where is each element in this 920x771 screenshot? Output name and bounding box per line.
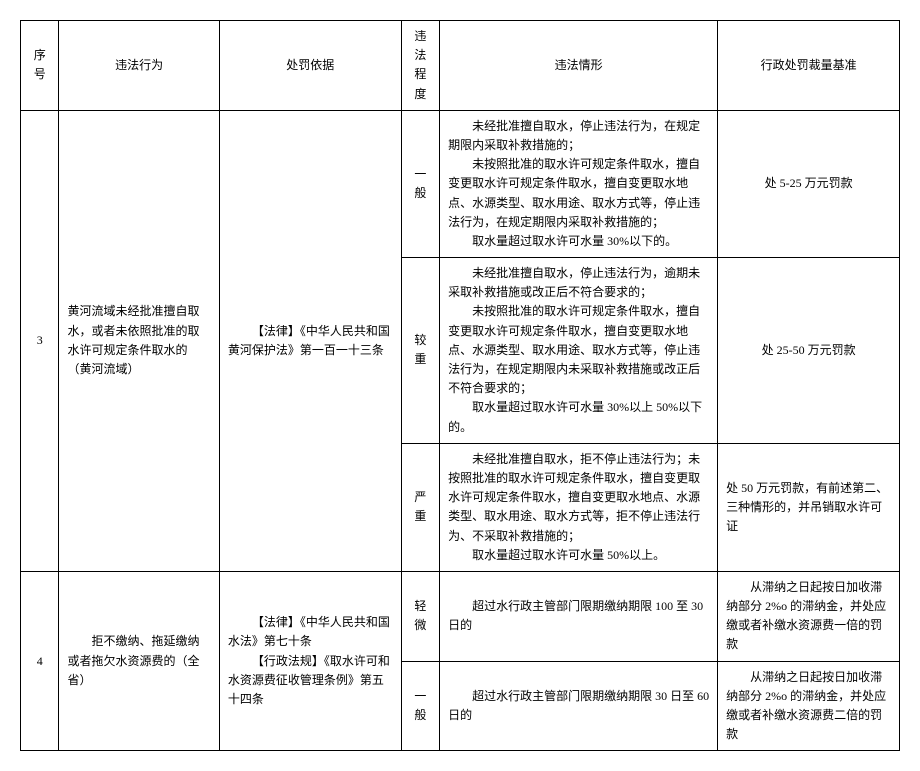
situation-line: 超过水行政主管部门限期缴纳期限 100 至 30 日的 [448, 597, 709, 635]
cell-seq: 4 [21, 571, 59, 751]
cell-penalty: 从滞纳之日起按日加收滞纳部分 2%o 的滞纳金，并处应缴或者补缴水资源费二倍的罚… [718, 661, 900, 751]
cell-situation: 未经批准擅自取水，停止违法行为，逾期未采取补救措施或改正后不符合要求的； 未按照… [440, 258, 718, 444]
table-row: 3 黄河流域未经批准擅自取水，或者未依照批准的取水许可规定条件取水的（黄河流域）… [21, 110, 900, 257]
cell-act: 黄河流域未经批准擅自取水，或者未依照批准的取水许可规定条件取水的（黄河流域） [59, 110, 219, 571]
cell-basis: 【法律】《中华人民共和国黄河保护法》第一百一十三条 [219, 110, 401, 571]
situation-line: 取水量超过取水许可水量 50%以上。 [448, 546, 709, 565]
cell-situation: 超过水行政主管部门限期缴纳期限 100 至 30 日的 [440, 571, 718, 661]
basis-text: 【法律】《中华人民共和国黄河保护法》第一百一十三条 [228, 322, 393, 360]
cell-penalty: 处 50 万元罚款，有前述第二、三种情形的，并吊销取水许可证 [718, 443, 900, 571]
situation-line: 超过水行政主管部门限期缴纳期限 30 日至 60 日的 [448, 687, 709, 725]
act-text: 拒不缴纳、拖延缴纳或者拖欠水资源费的（全省） [67, 632, 210, 690]
situation-line: 未按照批准的取水许可规定条件取水，擅自变更取水许可规定条件取水，擅自变更取水地点… [448, 302, 709, 398]
header-basis: 处罚依据 [219, 21, 401, 111]
cell-penalty: 从滞纳之日起按日加收滞纳部分 2%o 的滞纳金，并处应缴或者补缴水资源费一倍的罚… [718, 571, 900, 661]
header-penalty: 行政处罚裁量基准 [718, 21, 900, 111]
cell-degree: 较重 [401, 258, 439, 444]
cell-situation: 未经批准擅自取水，停止违法行为，在规定期限内采取补救措施的； 未按照批准的取水许… [440, 110, 718, 257]
header-situation: 违法情形 [440, 21, 718, 111]
cell-degree: 一般 [401, 661, 439, 751]
cell-situation: 未经批准擅自取水，拒不停止违法行为；未按照批准的取水许可规定条件取水，擅自变更取… [440, 443, 718, 571]
penalty-table: 序号 违法行为 处罚依据 违法程度 违法情形 行政处罚裁量基准 3 黄河流域未经… [20, 20, 900, 751]
cell-situation: 超过水行政主管部门限期缴纳期限 30 日至 60 日的 [440, 661, 718, 751]
header-seq: 序号 [21, 21, 59, 111]
situation-line: 取水量超过取水许可水量 30%以上 50%以下的。 [448, 398, 709, 436]
cell-basis: 【法律】《中华人民共和国水法》第七十条 【行政法规】《取水许可和水资源费征收管理… [219, 571, 401, 751]
cell-degree: 轻微 [401, 571, 439, 661]
header-degree: 违法程度 [401, 21, 439, 111]
cell-penalty: 处 5-25 万元罚款 [718, 110, 900, 257]
table-row: 4 拒不缴纳、拖延缴纳或者拖欠水资源费的（全省） 【法律】《中华人民共和国水法》… [21, 571, 900, 661]
situation-line: 未经批准擅自取水，停止违法行为，在规定期限内采取补救措施的； [448, 117, 709, 155]
situation-line: 未按照批准的取水许可规定条件取水，擅自变更取水许可规定条件取水，擅自变更取水地点… [448, 155, 709, 232]
basis-line: 【行政法规】《取水许可和水资源费征收管理条例》第五十四条 [228, 652, 393, 710]
situation-line: 未经批准擅自取水，拒不停止违法行为；未按照批准的取水许可规定条件取水，擅自变更取… [448, 450, 709, 546]
situation-line: 未经批准擅自取水，停止违法行为，逾期未采取补救措施或改正后不符合要求的； [448, 264, 709, 302]
table-header-row: 序号 违法行为 处罚依据 违法程度 违法情形 行政处罚裁量基准 [21, 21, 900, 111]
basis-line: 【法律】《中华人民共和国水法》第七十条 [228, 613, 393, 651]
header-act: 违法行为 [59, 21, 219, 111]
cell-penalty: 处 25-50 万元罚款 [718, 258, 900, 444]
cell-seq: 3 [21, 110, 59, 571]
situation-line: 取水量超过取水许可水量 30%以下的。 [448, 232, 709, 251]
penalty-line: 从滞纳之日起按日加收滞纳部分 2%o 的滞纳金，并处应缴或者补缴水资源费一倍的罚… [726, 578, 891, 655]
penalty-line: 从滞纳之日起按日加收滞纳部分 2%o 的滞纳金，并处应缴或者补缴水资源费二倍的罚… [726, 668, 891, 745]
cell-degree: 一般 [401, 110, 439, 257]
cell-degree: 严重 [401, 443, 439, 571]
cell-act: 拒不缴纳、拖延缴纳或者拖欠水资源费的（全省） [59, 571, 219, 751]
